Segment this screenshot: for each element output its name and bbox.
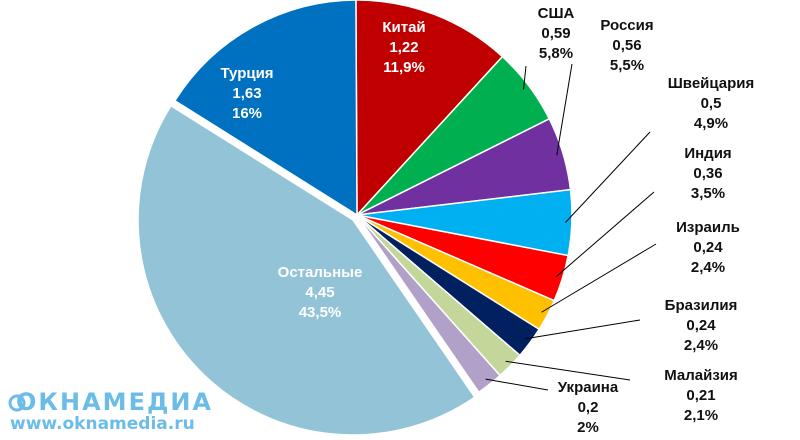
label-percent: 16% <box>232 105 262 122</box>
label-name: Индия <box>684 145 731 162</box>
label-percent: 2,1% <box>684 407 718 424</box>
label-percent: 4,9% <box>694 115 728 132</box>
label-percent: 11,9% <box>383 59 425 76</box>
data-label: Бразилия 0,24 2,4% <box>665 297 738 354</box>
label-value: 0,21 <box>686 387 715 404</box>
label-name: Швейцария <box>668 75 755 92</box>
data-label: Остальные 4,45 43,5% <box>278 264 363 321</box>
data-label: Турция 1,63 16% <box>220 65 273 122</box>
label-value: 0,5 <box>701 95 722 112</box>
data-label: Украина 0,2 2% <box>558 379 619 436</box>
label-percent: 3,5% <box>691 185 725 202</box>
data-label: Китай 1,22 11,9% <box>382 19 425 76</box>
label-value: 0,24 <box>686 317 716 334</box>
leader-line <box>556 63 573 156</box>
label-percent: 43,5% <box>299 304 342 321</box>
label-value: 0,24 <box>693 239 723 256</box>
label-percent: 2% <box>577 419 599 436</box>
leader-line <box>485 378 549 391</box>
leader-line <box>555 191 655 277</box>
sun-logo-icon <box>8 394 26 412</box>
label-value: 0,2 <box>578 399 599 416</box>
pie-slice <box>137 104 476 436</box>
label-value: 1,63 <box>232 85 261 102</box>
label-percent: 2,4% <box>691 259 725 276</box>
label-percent: 5,5% <box>610 57 644 74</box>
data-label: США 0,59 5,8% <box>538 5 575 62</box>
label-name: Китай <box>382 19 425 36</box>
label-value: 4,45 <box>305 284 334 301</box>
data-label: Швейцария 0,5 4,9% <box>668 75 755 132</box>
leader-line <box>541 243 657 313</box>
label-percent: 2,4% <box>684 337 718 354</box>
label-value: 1,22 <box>389 39 418 56</box>
data-label: Россия 0,56 5,5% <box>600 17 653 74</box>
pie-slice <box>356 214 502 394</box>
label-percent: 5,8% <box>539 45 573 62</box>
label-name: Бразилия <box>665 297 738 314</box>
data-label: Израиль 0,24 2,4% <box>676 219 740 276</box>
label-name: Остальные <box>278 264 363 281</box>
data-label: Малайзия 0,21 2,1% <box>664 367 738 424</box>
label-name: Израиль <box>676 219 740 236</box>
label-value: 0,36 <box>693 165 722 182</box>
watermark-url: www.oknamedia.ru <box>10 414 195 434</box>
label-name: Украина <box>558 379 619 396</box>
label-value: 0,59 <box>541 25 570 42</box>
label-name: Турция <box>220 65 273 82</box>
label-name: Малайзия <box>664 367 738 384</box>
leader-line <box>524 319 641 340</box>
data-label: Индия 0,36 3,5% <box>684 145 731 202</box>
watermark: ОКНАМЕДИА www.oknamedia.ru <box>6 388 226 438</box>
watermark-brand: ОКНАМЕДИА <box>16 388 213 416</box>
pie-slice <box>173 0 358 217</box>
leader-line <box>505 360 631 381</box>
leader-line <box>565 131 651 223</box>
label-value: 0,56 <box>612 37 641 54</box>
leader-line <box>523 65 527 90</box>
pie-slice <box>355 0 504 217</box>
label-name: США <box>538 5 575 22</box>
label-name: Россия <box>600 17 653 34</box>
